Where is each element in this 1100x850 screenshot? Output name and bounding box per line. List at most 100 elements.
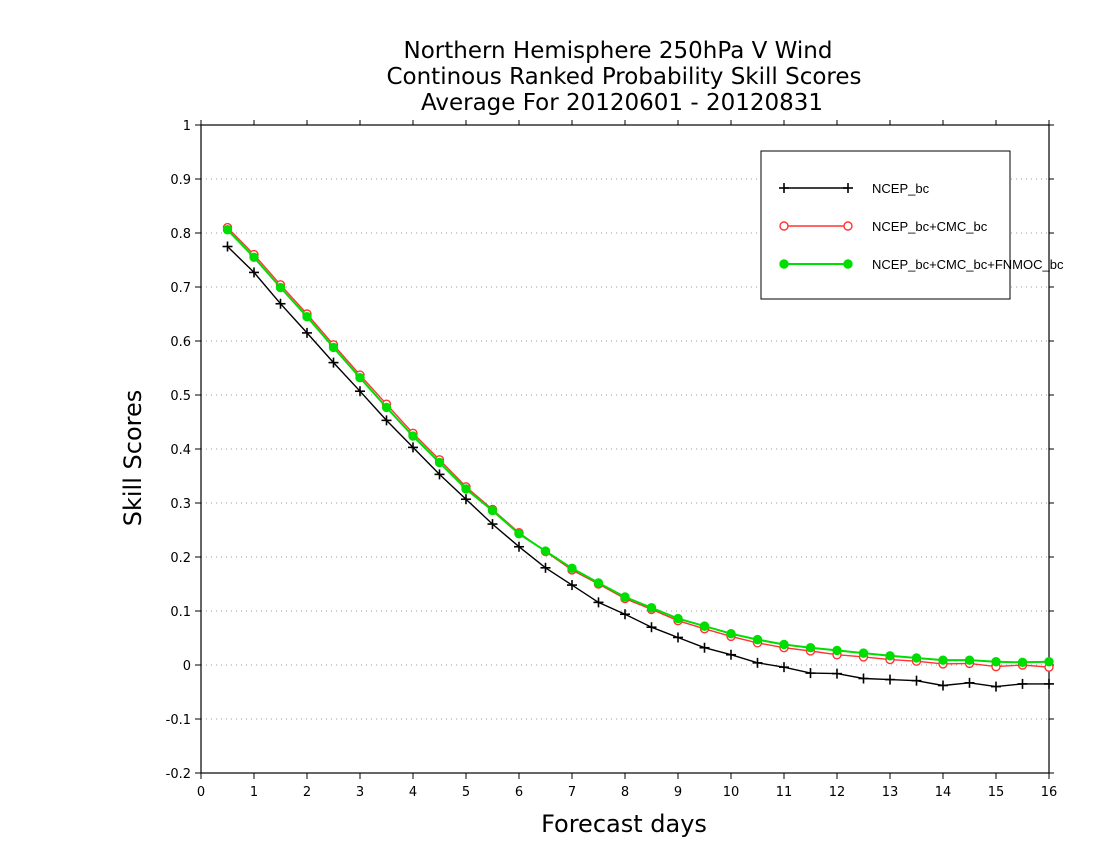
data-point [779,639,789,650]
data-point [1044,678,1054,689]
y-tick-label: 0.5 [170,389,191,404]
data-point [646,603,657,613]
series-layer [222,222,1054,692]
y-tick-label: 0.4 [170,443,191,458]
data-point [991,681,1001,692]
data-point [487,505,498,516]
x-tick-label: 8 [621,785,629,800]
y-tick-label: 0.7 [170,281,191,296]
x-tick-label: 1 [250,785,258,800]
x-tick-label: 3 [356,785,364,800]
title-line-1: Northern Hemisphere 250hPa V Wind [404,38,833,64]
data-point [991,657,1001,667]
legend-marker [843,221,853,231]
data-point [355,373,365,383]
data-point [249,252,259,262]
data-point [514,541,524,552]
title-line-3: Average For 20120601 - 20120831 [421,90,823,116]
y-tick-label: -0.2 [166,767,191,782]
legend-marker [843,259,853,269]
y-tick-label: 0.2 [170,551,191,566]
data-point [1017,657,1028,667]
title-line-2: Continous Ranked Probability Skill Score… [386,64,861,90]
data-point [461,494,471,505]
data-point [699,642,710,653]
data-point [461,484,471,494]
data-point [964,655,975,665]
x-axis-label: Forecast days [541,810,707,838]
data-point [726,628,736,639]
y-axis-ticks: 1 0.9 0.8 0.7 0.6 0.5 0.4 0.3 0.2 0.1 0 -0.1 -0.2 [166,119,1054,782]
data-point [885,674,895,685]
data-point [381,415,392,426]
x-tick-label: 10 [723,785,740,800]
data-point [911,653,922,663]
legend-marker [779,221,789,231]
legend-entry: NCEP_bc+CMC_bc [779,219,988,234]
y-tick-label: 0.8 [170,227,191,242]
x-tick-label: 11 [776,785,793,800]
x-tick-label: 4 [409,785,417,800]
data-point [779,662,789,673]
data-point [487,519,498,530]
legend-marker [779,183,789,193]
x-tick-label: 16 [1041,785,1058,800]
data-point [567,563,577,574]
data-point [514,529,524,539]
data-point [832,668,842,679]
data-point [805,643,816,653]
data-point [1017,678,1028,689]
data-point [355,386,365,397]
data-point [275,282,286,293]
data-point [673,613,683,624]
data-point [832,645,842,656]
data-point [593,578,604,588]
legend-entry: NCEP_bc+CMC_bc+FNMOC_bc [779,257,1064,272]
data-point [726,649,736,660]
legend-box [760,150,1011,300]
data-point [434,457,445,468]
data-point [328,342,339,353]
y-tick-label: 0.6 [170,335,191,350]
series-NCEP_bc+CMC_bc+FNMOC_bc [222,225,1054,667]
data-point [540,546,551,556]
legend-label: NCEP_bc+CMC_bc+FNMOC_bc [872,257,1064,272]
data-point [275,298,286,309]
x-tick-label: 7 [568,785,576,800]
x-tick-label: 15 [988,785,1005,800]
y-tick-label: 0.1 [170,605,191,620]
x-axis-ticks: 0 1 2 3 4 5 6 7 8 9 10 11 12 13 14 15 16 [197,120,1057,800]
legend: NCEP_bc NCEP_bc+CMC_bc NCEP_bc+CMC_bc+FNMO… [760,150,1064,300]
data-point [222,225,233,235]
data-point [408,431,418,441]
data-point [328,357,339,368]
data-point [408,442,418,453]
data-point [540,562,551,573]
series-line [227,245,1049,688]
chart-title: Northern Hemisphere 250hPa V Wind Contin… [386,38,861,116]
data-point [858,648,869,658]
y-tick-label: 0 [183,659,191,674]
data-point [222,241,233,252]
legend-label: NCEP_bc+CMC_bc [872,219,988,234]
data-point [911,675,922,686]
y-tick-label: 1 [183,119,191,134]
data-point [593,597,604,608]
data-point [434,469,445,480]
legend-entries: NCEP_bc NCEP_bc+CMC_bc NCEP_bc+CMC_bc+FNMO… [779,181,1064,272]
data-point [752,634,763,645]
data-point [858,673,869,684]
x-tick-label: 13 [882,785,899,800]
data-point [938,680,948,691]
data-point [567,580,577,591]
x-tick-label: 2 [303,785,311,800]
y-tick-label: 0.9 [170,173,191,188]
data-point [249,267,259,278]
data-point [964,677,975,688]
data-point [805,668,816,679]
series-NCEP_bc [222,241,1054,692]
data-point [885,651,895,661]
data-point [938,655,948,665]
legend-entry: NCEP_bc [779,181,930,196]
data-point [1044,657,1054,667]
